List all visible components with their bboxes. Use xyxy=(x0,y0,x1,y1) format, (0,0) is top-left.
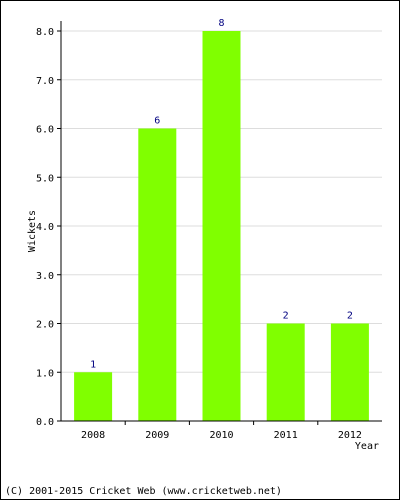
bar-2009 xyxy=(138,128,177,421)
bar-2012 xyxy=(330,323,369,421)
y-tick-label: 2.0 xyxy=(36,320,54,331)
bar-2011 xyxy=(266,323,305,421)
x-axis-title: Year xyxy=(355,441,379,452)
x-tick-label: 2011 xyxy=(274,430,298,441)
data-label: 1 xyxy=(90,359,96,370)
axes xyxy=(57,21,382,425)
labels: 0.0 1.0 2.0 3.0 4.0 5.0 6.0 7.0 8.0 1 2008 6 2009 8 20… xyxy=(36,18,362,441)
y-tick-label: 3.0 xyxy=(36,271,54,282)
y-tick-label: 0.0 xyxy=(36,417,54,428)
bar-2008 xyxy=(74,372,113,421)
data-label: 6 xyxy=(154,116,160,127)
y-tick-label: 1.0 xyxy=(36,368,54,379)
x-tick-label: 2012 xyxy=(338,430,362,441)
y-tick-label: 4.0 xyxy=(36,222,54,233)
bar-2010 xyxy=(202,31,241,421)
data-label: 2 xyxy=(283,311,289,322)
y-tick-label: 8.0 xyxy=(36,27,54,38)
bars xyxy=(74,31,369,421)
x-tick-label: 2009 xyxy=(145,430,169,441)
data-label: 8 xyxy=(218,18,224,29)
copyright-notice: (C) 2001-2015 Cricket Web (www.cricketwe… xyxy=(5,486,282,497)
y-tick-label: 5.0 xyxy=(36,173,54,184)
x-tick-label: 2010 xyxy=(209,430,233,441)
y-tick-label: 7.0 xyxy=(36,76,54,87)
x-tick-label: 2008 xyxy=(81,430,105,441)
y-tick-label: 6.0 xyxy=(36,125,54,136)
y-axis-title: Wickets xyxy=(27,210,38,252)
data-label: 2 xyxy=(347,311,353,322)
